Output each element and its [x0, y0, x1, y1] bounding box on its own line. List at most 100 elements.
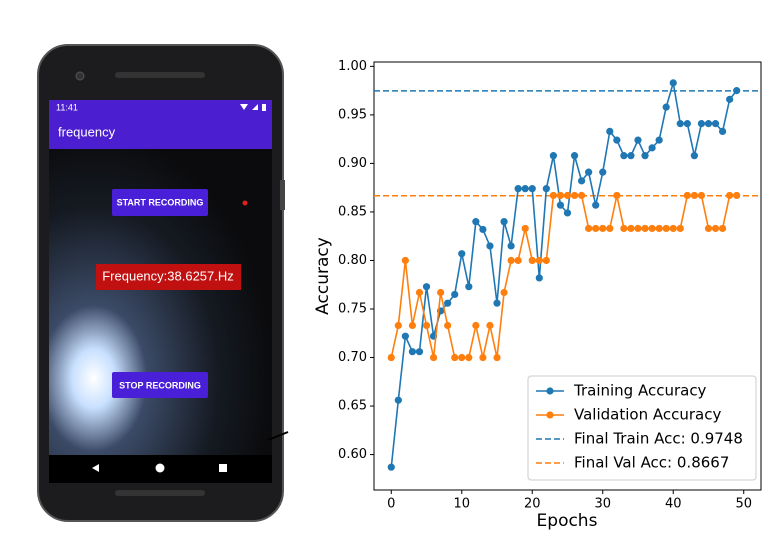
start-button[interactable]	[112, 189, 208, 216]
point	[415, 348, 424, 356]
point	[444, 299, 452, 307]
point	[592, 201, 600, 209]
point	[507, 242, 515, 250]
point	[500, 218, 508, 226]
point	[479, 225, 487, 234]
point	[613, 136, 621, 144]
nav-home[interactable]	[155, 463, 165, 473]
point	[577, 177, 586, 185]
point	[592, 224, 600, 233]
point	[627, 224, 635, 233]
stop-button-label[interactable]: STOP RECORDING	[119, 380, 201, 390]
point	[676, 224, 684, 233]
point	[697, 120, 706, 128]
point	[570, 152, 579, 160]
point	[570, 191, 579, 200]
point	[662, 224, 670, 233]
frequency-text: Frequency:38.6257.Hz	[102, 268, 234, 283]
point	[726, 95, 734, 103]
y-tick-label: 0.90	[338, 156, 367, 171]
point	[422, 321, 431, 330]
point	[401, 332, 409, 340]
point	[486, 321, 494, 330]
point	[669, 79, 677, 87]
point	[648, 224, 656, 233]
point	[437, 288, 445, 297]
point	[704, 224, 713, 233]
point	[535, 274, 543, 282]
point	[669, 224, 677, 233]
point	[733, 191, 741, 200]
point	[620, 224, 628, 233]
point	[507, 256, 515, 265]
point	[415, 288, 424, 297]
start-button-label[interactable]: START RECORDING	[117, 197, 204, 207]
point	[458, 353, 466, 362]
point	[528, 185, 536, 193]
point	[549, 191, 558, 200]
point	[620, 152, 628, 160]
nav-back[interactable]	[92, 464, 99, 472]
y-tick-label: 0.65	[338, 399, 367, 414]
y-tick-label: 1.00	[338, 59, 367, 74]
point	[542, 185, 550, 193]
status-icons	[240, 104, 258, 110]
point	[528, 256, 536, 265]
point	[472, 321, 480, 330]
legend-label: Validation Accuracy	[574, 406, 721, 424]
point	[599, 168, 607, 176]
speaker	[115, 72, 205, 78]
point	[444, 321, 452, 330]
point	[556, 191, 565, 200]
plot-frame	[373, 61, 762, 491]
point	[718, 224, 727, 233]
y-tick-label: 0.80	[338, 253, 367, 268]
point	[690, 152, 698, 160]
x-tick-label: 20	[524, 497, 541, 512]
legend-label: Final Train Acc: 0.9748	[574, 430, 743, 448]
point	[585, 224, 593, 233]
y-tick-label: 0.95	[338, 107, 367, 122]
x-tick-label: 30	[594, 497, 611, 512]
y-tick-label: 0.70	[338, 350, 367, 365]
point	[486, 242, 494, 250]
point	[606, 127, 614, 135]
nav-recent[interactable]	[219, 464, 227, 472]
point	[387, 353, 395, 362]
legend-box	[527, 375, 757, 481]
point	[394, 396, 402, 404]
point	[613, 191, 621, 200]
point	[697, 191, 706, 200]
point	[401, 256, 409, 265]
point	[514, 185, 522, 193]
legend-label: Training Accuracy	[573, 382, 707, 400]
point	[549, 152, 558, 160]
point	[599, 224, 607, 233]
point	[542, 256, 550, 265]
point	[521, 224, 529, 233]
point	[451, 353, 459, 362]
point	[655, 136, 663, 144]
point	[493, 353, 501, 362]
indicator	[242, 200, 248, 206]
app-bar	[49, 100, 272, 149]
legend-label: Final Val Acc: 0.8667	[574, 454, 729, 472]
cable	[267, 431, 289, 441]
point	[458, 250, 466, 258]
x-tick-label: 0	[387, 497, 395, 512]
point	[655, 224, 663, 233]
point	[683, 120, 691, 128]
point	[429, 353, 438, 362]
series-line	[390, 194, 737, 359]
point	[408, 321, 417, 330]
battery-icon	[262, 104, 266, 111]
point	[521, 185, 529, 193]
x-tick-label: 40	[665, 497, 682, 512]
camera	[75, 71, 85, 81]
point	[535, 256, 543, 265]
stop-button[interactable]	[112, 372, 208, 398]
point	[606, 224, 614, 233]
point	[690, 191, 698, 200]
point	[387, 463, 395, 471]
